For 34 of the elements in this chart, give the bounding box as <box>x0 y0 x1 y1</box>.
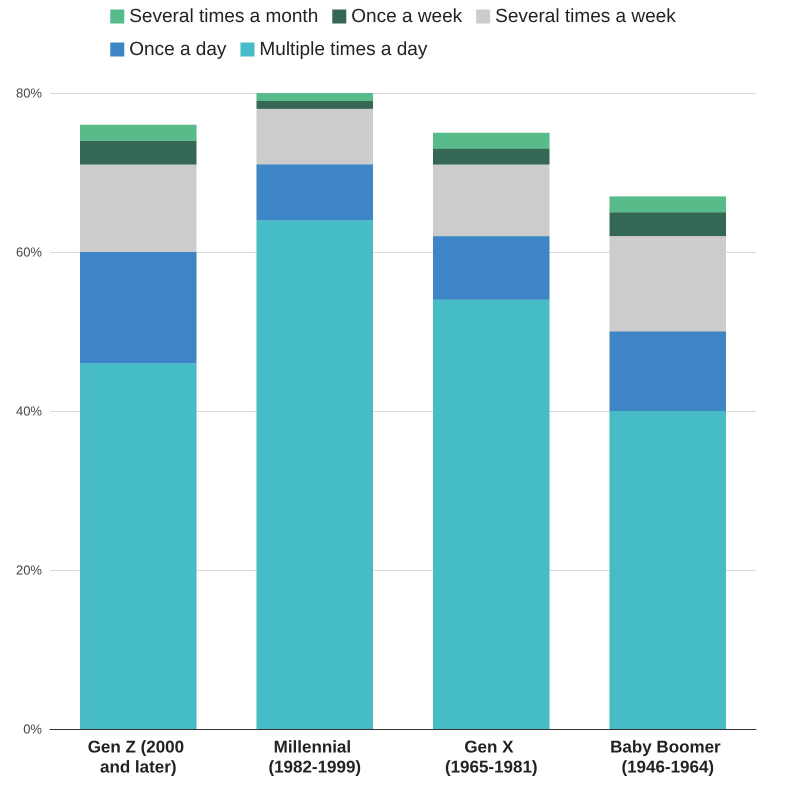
bar <box>433 164 550 236</box>
y-tick-label: 80% <box>16 86 42 100</box>
bar <box>256 100 373 109</box>
bar <box>433 300 550 729</box>
y-tick-label: 40% <box>16 404 42 418</box>
bar <box>433 148 550 165</box>
bar <box>80 140 196 165</box>
bar <box>610 411 726 729</box>
legend-label: Several times a week <box>495 6 676 27</box>
bar <box>256 108 373 165</box>
bar <box>80 252 196 364</box>
legend-label: Several times a month <box>129 6 318 27</box>
bar <box>433 236 550 300</box>
legend-label: Once a day <box>129 39 227 60</box>
bar <box>610 332 726 411</box>
x-tick-label: Baby Boomer (1946-1964) <box>610 738 726 776</box>
bar <box>80 164 196 252</box>
y-tick-label: 20% <box>16 562 42 578</box>
x-tick-label: Millennial (1982-1999) <box>268 738 362 776</box>
bar <box>80 363 196 729</box>
bar <box>610 196 726 212</box>
bar <box>610 236 726 332</box>
bar <box>256 93 373 101</box>
bar <box>80 124 196 141</box>
x-tick-label: Gen Z (2000 and later) <box>88 738 189 776</box>
x-tick-label: Gen X (1965-1981) <box>444 738 538 776</box>
bar <box>256 220 373 729</box>
legend-label: Multiple times a day <box>259 39 428 60</box>
bar <box>433 132 550 149</box>
bar <box>256 164 373 220</box>
bar <box>610 212 726 236</box>
legend-label: Once a week <box>351 6 463 27</box>
y-tick-label: 0% <box>23 722 42 736</box>
y-tick-label: 60% <box>16 244 42 260</box>
